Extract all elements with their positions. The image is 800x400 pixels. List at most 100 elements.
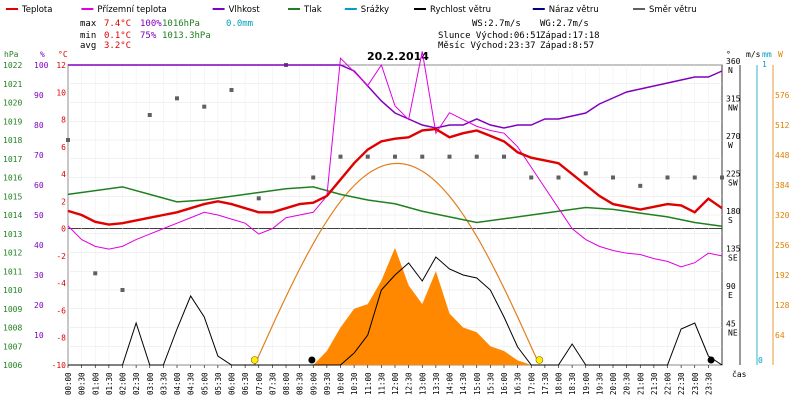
- x-tick-label: 05:30: [214, 372, 223, 395]
- humidity-line: [68, 64, 723, 129]
- legend-label-0: Teplota: [21, 5, 52, 15]
- x-tick-label: 12:00: [391, 372, 400, 395]
- wind-dir-point: [202, 104, 207, 109]
- pct-tick: 50: [34, 211, 44, 220]
- x-tick-label: 20:30: [623, 372, 632, 395]
- x-tick-label: 17:30: [541, 372, 550, 395]
- pct-tick: 10: [34, 331, 44, 340]
- x-tick-label: 15:00: [473, 372, 482, 395]
- wind-dir-point: [311, 175, 316, 180]
- temp-tick: -4: [56, 279, 66, 288]
- dir-tick-deg: 45: [726, 320, 736, 329]
- dir-tick-deg: 90: [726, 282, 736, 291]
- x-tick-label: 01:30: [105, 372, 114, 395]
- wind-dir-point: [638, 183, 643, 188]
- wind-speed-line: [68, 256, 723, 366]
- legend-label-4: Srážky: [361, 5, 389, 15]
- stats-max-press: 1016hPa: [162, 19, 200, 29]
- temp-tick: -6: [56, 306, 66, 315]
- legend-label-2: Vlhkost: [229, 5, 261, 15]
- pct-tick: 80: [34, 121, 44, 130]
- wind-dir-point: [583, 171, 588, 176]
- pct-tick: 40: [34, 241, 44, 250]
- x-tick-label: 09:30: [323, 372, 332, 395]
- hpa-tick: 1010: [3, 286, 22, 295]
- temp-tick: -8: [56, 334, 66, 343]
- x-tick-label: 11:30: [377, 372, 386, 395]
- sun-rise-text: Slunce Východ:06:51: [438, 31, 541, 41]
- x-tick-label: 09:00: [309, 372, 318, 395]
- wind-dir-point: [93, 271, 98, 276]
- x-tick-label: 10:00: [337, 372, 346, 395]
- pct-tick: 100: [34, 61, 49, 70]
- x-tick-label: 22:30: [677, 372, 686, 395]
- wind-dir-point: [147, 113, 152, 117]
- hpa-tick: 1015: [3, 192, 22, 201]
- x-tick-label: 06:30: [241, 372, 250, 395]
- wind-dir-point: [120, 288, 125, 292]
- dir-tick-deg: 180: [726, 207, 741, 216]
- temp-tick: 4: [61, 170, 66, 179]
- hpa-axis-label: hPa: [4, 50, 19, 59]
- solar-theoretical-curve: [254, 162, 539, 366]
- wind-dir-point: [365, 154, 370, 159]
- x-tick-label: 13:30: [432, 372, 441, 395]
- hpa-tick: 1016: [3, 174, 22, 183]
- x-tick-label: 11:00: [364, 372, 373, 395]
- stats-min-label: min: [80, 31, 96, 41]
- x-tick-label: 22:00: [664, 372, 673, 395]
- w-tick: 512: [775, 121, 790, 130]
- sunrise-marker: [250, 356, 259, 364]
- x-tick-label: 00:00: [64, 372, 73, 395]
- stats-avg-label: avg: [80, 41, 96, 51]
- w-tick: 384: [775, 181, 790, 190]
- legend-label-3: Tlak: [303, 5, 322, 15]
- dir-tick-name: N: [728, 66, 733, 75]
- sunset-marker: [535, 356, 544, 364]
- x-tick-label: 02:00: [119, 372, 128, 395]
- temp-tick: 0: [61, 225, 66, 234]
- deg-axis-label: °: [726, 50, 731, 59]
- x-tick-label: 08:00: [282, 372, 291, 395]
- x-tick-label: 03:30: [159, 372, 168, 395]
- pct-tick: 70: [34, 151, 44, 160]
- dir-tick-name: W: [728, 141, 733, 150]
- mm-axis-label: mm: [762, 50, 772, 59]
- legend: Teplota Přízemní teplota Vlhkost Tlak Srážky…: [6, 5, 697, 15]
- wind-dir-point: [66, 138, 70, 142]
- legend-label-7: Směr větru: [649, 5, 697, 15]
- moon-rise-text: Měsíc Východ:23:37: [438, 41, 536, 51]
- w-axis-label: W: [778, 50, 783, 59]
- dir-tick-deg: 360: [726, 57, 741, 66]
- x-tick-label: 04:00: [173, 372, 182, 395]
- wind-dir-point: [529, 175, 534, 180]
- temp-tick: 6: [61, 143, 66, 152]
- x-tick-label: 15:30: [486, 372, 495, 395]
- wind-dir-point: [229, 88, 234, 92]
- pct-tick: 30: [34, 271, 44, 280]
- temp-axis-label: °C: [58, 50, 68, 59]
- stats-max-label: max: [80, 19, 97, 29]
- pressure-line: [67, 186, 723, 227]
- x-tick-label: 21:30: [650, 372, 659, 395]
- dir-tick-name: S: [728, 216, 733, 225]
- wind-dir-point: [556, 175, 561, 180]
- x-tick-label: 16:30: [514, 372, 523, 395]
- hpa-tick: 1020: [3, 99, 22, 108]
- x-tick-label: 19:00: [582, 372, 591, 395]
- hpa-tick: 1007: [3, 342, 22, 351]
- rain-tick: 0: [758, 356, 763, 365]
- pct-axis-label: %: [40, 50, 45, 59]
- temp-tick: 2: [61, 197, 66, 206]
- dir-tick-name: NE: [728, 329, 738, 338]
- temp-tick: 10: [56, 88, 66, 97]
- dir-tick-name: E: [728, 291, 733, 300]
- moon-set-text: Západ:8:57: [540, 41, 594, 51]
- sun-set-text: Západ:17:18: [540, 31, 600, 41]
- ms-axis-label: m/s: [746, 50, 761, 59]
- stats-max-hum: 100%: [140, 19, 162, 29]
- stats-block: max 7.4°C 100% 1016hPa 0.0mm min 0.1°C 7…: [80, 19, 253, 51]
- hpa-tick: 1009: [3, 305, 22, 314]
